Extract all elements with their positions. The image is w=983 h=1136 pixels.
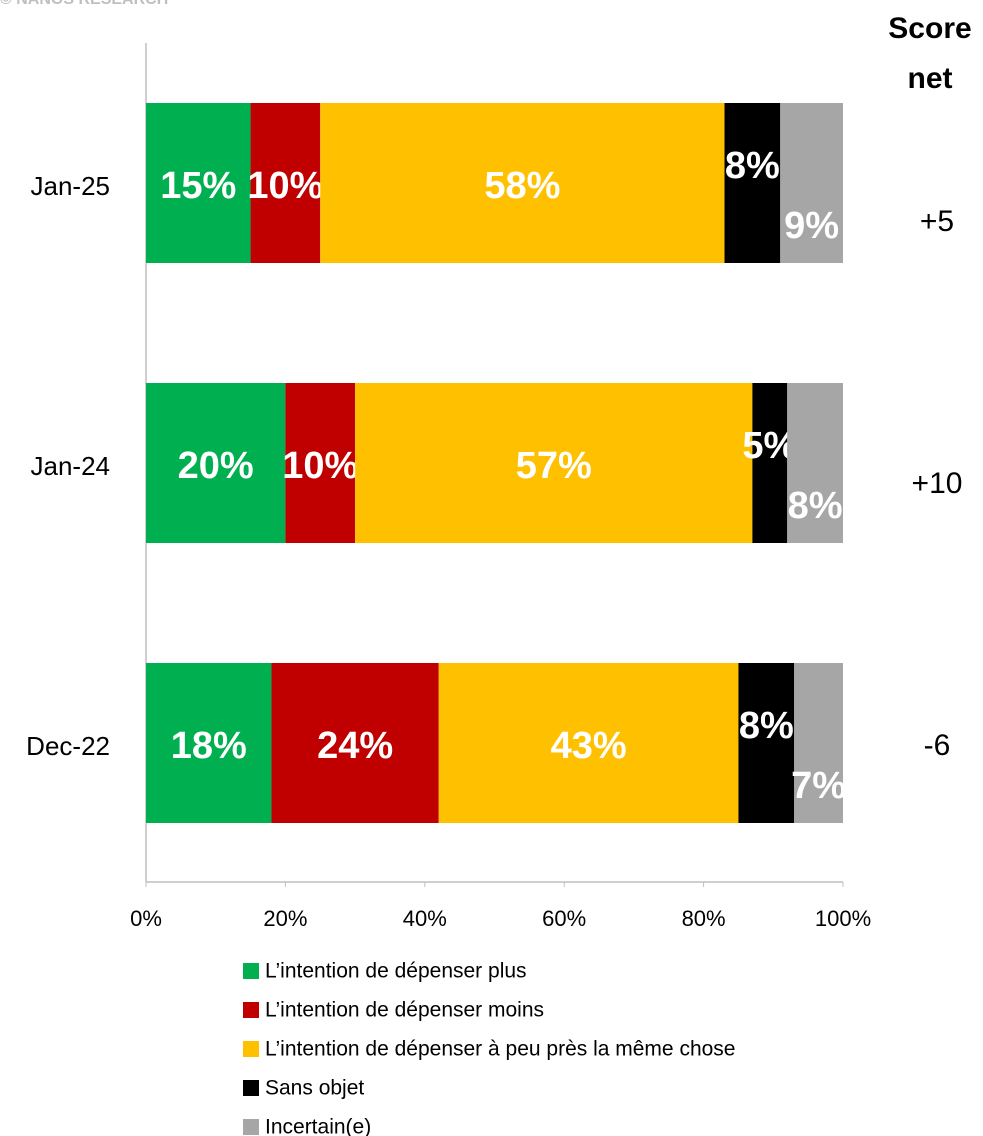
x-tick-label: 80% [682, 906, 726, 931]
data-label: 8% [725, 145, 780, 187]
x-tick-label: 60% [542, 906, 586, 931]
data-label: 24% [317, 725, 393, 767]
bar-segment [738, 663, 795, 823]
legend-swatch [243, 1119, 259, 1135]
data-label: 7% [791, 765, 846, 807]
legend-label: Incertain(e) [265, 1116, 371, 1136]
data-label: 18% [171, 725, 247, 767]
bar-segment [787, 383, 843, 543]
bar-segment [794, 663, 843, 823]
bar-segment [438, 663, 739, 823]
x-tick-label: 0% [130, 906, 162, 931]
data-label: 15% [160, 165, 236, 207]
data-label: 10% [247, 165, 323, 207]
legend-swatch [243, 963, 259, 979]
bar-segment [271, 663, 439, 823]
legend-swatch [243, 1080, 259, 1096]
bar-segment [724, 103, 781, 263]
net-score-title: net [908, 62, 953, 95]
data-label: 8% [788, 485, 843, 527]
category-label: Jan-24 [31, 451, 111, 481]
category-label: Jan-25 [31, 171, 111, 201]
data-label: 8% [739, 705, 794, 747]
bar-segment [146, 663, 272, 823]
bar-segment [250, 103, 321, 263]
bar-segment [780, 103, 843, 263]
net-score: +10 [912, 467, 963, 500]
data-label: 20% [178, 445, 254, 487]
bar-segment [146, 383, 286, 543]
legend-label: Sans objet [265, 1077, 364, 1100]
bar-segment [355, 383, 753, 543]
x-tick-label: 20% [263, 906, 307, 931]
legend-label: L’intention de dépenser plus [265, 960, 527, 983]
bar-segment [285, 383, 356, 543]
bar-segment [320, 103, 725, 263]
x-tick-label: 40% [403, 906, 447, 931]
data-label: 58% [484, 165, 560, 207]
net-score: -6 [924, 729, 951, 762]
legend-swatch [243, 1041, 259, 1057]
data-label: 57% [516, 445, 592, 487]
data-label: 43% [551, 725, 627, 767]
bar-segment [146, 103, 251, 263]
data-label: 9% [784, 205, 839, 247]
legend-swatch [243, 1002, 259, 1018]
x-tick-label: 100% [815, 906, 871, 931]
net-score-title: Score [888, 12, 971, 45]
net-score: +5 [920, 205, 954, 238]
legend-label: L’intention de dépenser moins [265, 999, 544, 1022]
legend-label: L’intention de dépenser à peu près la mê… [265, 1038, 735, 1061]
watermark: © NANOS RESEARCH [0, 0, 168, 8]
data-label: 10% [282, 445, 358, 487]
category-label: Dec-22 [26, 731, 110, 761]
bar-segment [752, 383, 788, 543]
